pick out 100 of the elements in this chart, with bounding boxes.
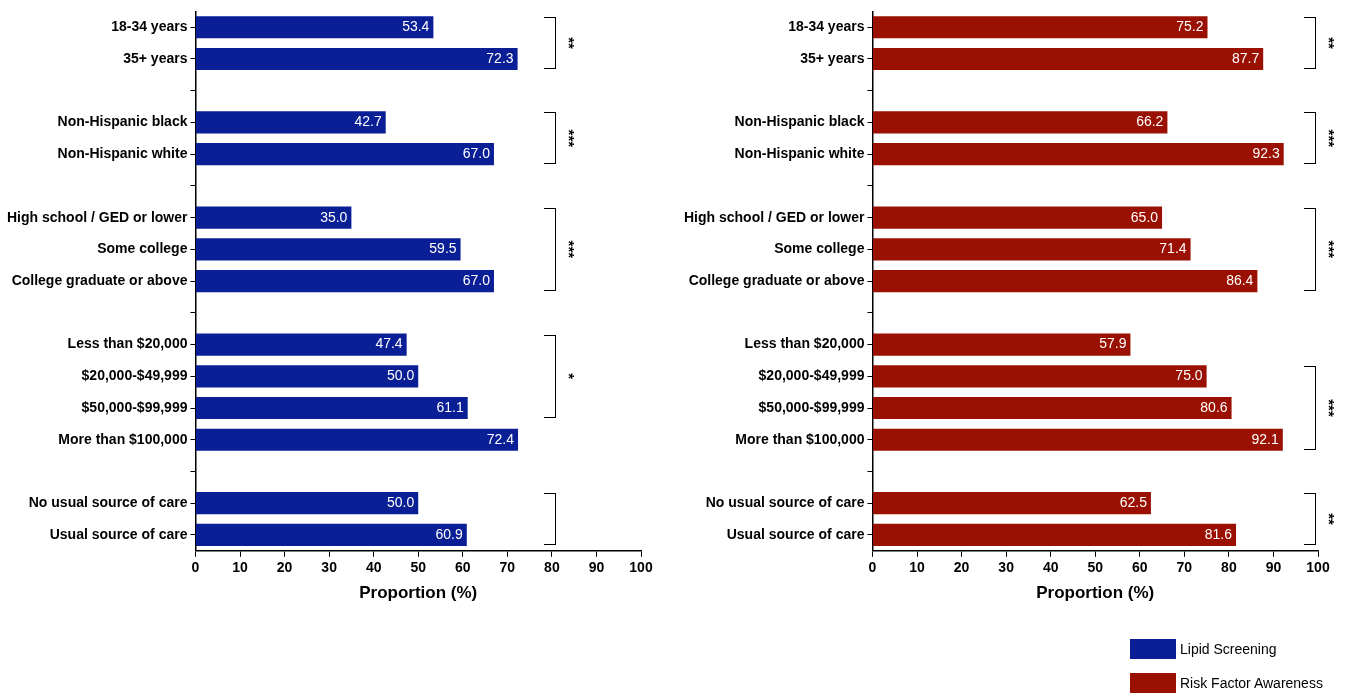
bar [872, 16, 1208, 39]
bar [195, 428, 519, 451]
bar [195, 111, 386, 134]
bar [195, 365, 419, 388]
x-tick-label: 30 [321, 559, 338, 576]
text: ** [1320, 513, 1338, 526]
x-tick-label: 70 [499, 559, 516, 576]
x-tick-label: 0 [191, 559, 200, 576]
data-label: 50.0 [386, 367, 415, 384]
text: *** [1320, 240, 1338, 259]
x-tick-label: 100 [1306, 559, 1330, 576]
y-tick-label: 18-34 years [111, 18, 188, 35]
y-tick-label: College graduate or above [11, 271, 188, 288]
bar [872, 333, 1131, 356]
y-tick-label: Less than $20,000 [67, 335, 188, 352]
data-label: 71.4 [1159, 240, 1187, 257]
x-tick-label: 40 [1042, 559, 1059, 576]
data-label: 67.0 [462, 145, 491, 162]
bar [872, 111, 1168, 134]
y-tick-label: No usual source of care [28, 494, 188, 511]
data-label: 92.1 [1251, 430, 1280, 447]
y-tick-label: High school / GED or lower [683, 208, 866, 225]
text: ** [1320, 37, 1338, 50]
x-tick-label: 20 [953, 559, 970, 576]
data-label: 72.4 [486, 430, 515, 447]
data-label: 53.4 [402, 18, 430, 35]
data-label: 60.9 [435, 525, 464, 542]
x-tick-label: 50 [1087, 559, 1104, 576]
data-label: 61.1 [436, 398, 464, 415]
data-label: 67.0 [462, 271, 491, 288]
legend-label: Lipid Screening [1180, 641, 1277, 657]
y-tick-label: 18-34 years [788, 18, 865, 35]
bar [872, 523, 1237, 547]
bar [195, 206, 352, 229]
bar [872, 238, 1191, 261]
data-label: 87.7 [1231, 49, 1260, 66]
data-label: 75.2 [1176, 18, 1204, 35]
text: *** [1320, 399, 1338, 417]
bar [195, 143, 494, 166]
bar [872, 47, 1264, 71]
legend-label: Risk Factor Awareness [1180, 675, 1323, 691]
data-label: 86.4 [1226, 271, 1254, 288]
data-label: 65.0 [1130, 208, 1159, 225]
data-label: 59.5 [429, 240, 457, 257]
bar [872, 206, 1163, 229]
data-label: 81.6 [1204, 525, 1233, 542]
x-tick-label: 10 [909, 559, 926, 576]
y-tick-label: College graduate or above [688, 271, 865, 288]
y-tick-label: Less than $20,000 [744, 335, 865, 352]
x-tick-label: 60 [455, 559, 471, 576]
y-tick-label: 35+ years [800, 49, 865, 66]
bar [872, 143, 1284, 166]
y-tick-label: Some college [97, 240, 188, 257]
data-label: 66.2 [1136, 113, 1164, 130]
x-tick-label: 30 [998, 559, 1015, 576]
y-tick-label: Non-Hispanic black [734, 113, 865, 130]
annotation: *** [561, 240, 579, 259]
bar [872, 492, 1151, 515]
y-tick-label: Usual source of care [49, 525, 188, 542]
bar [195, 270, 494, 293]
y-tick-label: More than $100,000 [735, 430, 865, 447]
x-axis-title: Proportion (%) [1036, 583, 1155, 603]
bar [195, 333, 407, 356]
bar [872, 428, 1283, 451]
y-tick-label: $20,000-$49,999 [81, 367, 188, 384]
y-tick-label: Usual source of care [726, 525, 865, 542]
bar [195, 396, 468, 420]
data-label: 80.6 [1200, 398, 1228, 415]
data-label: 62.5 [1119, 494, 1148, 511]
y-tick-label: Non-Hispanic black [57, 113, 188, 130]
annotation: *** [561, 129, 579, 148]
y-tick-label: $50,000-$99,999 [758, 398, 865, 415]
bar [195, 492, 419, 515]
y-tick-label: More than $100,000 [58, 430, 188, 447]
x-tick-label: 100 [629, 559, 653, 576]
bar [872, 270, 1258, 293]
x-tick-label: 80 [1221, 559, 1237, 576]
y-tick-label: $50,000-$99,999 [81, 398, 188, 415]
annotation: * [561, 373, 579, 380]
bar [872, 365, 1207, 388]
x-tick-label: 60 [1132, 559, 1148, 576]
data-label: 35.0 [320, 208, 348, 225]
x-tick-label: 90 [588, 559, 605, 576]
data-label: 75.0 [1175, 367, 1203, 384]
y-tick-label: 35+ years [123, 49, 188, 66]
x-tick-label: 10 [232, 559, 249, 576]
bar [195, 16, 434, 39]
bar [195, 523, 467, 547]
text: *** [1320, 129, 1338, 148]
bar [195, 47, 518, 71]
y-tick-label: No usual source of care [705, 494, 865, 511]
x-tick-label: 50 [410, 559, 427, 576]
bar [195, 238, 461, 261]
data-label: 92.3 [1252, 145, 1280, 162]
x-tick-label: 80 [544, 559, 560, 576]
data-label: 72.3 [486, 49, 514, 66]
data-label: 57.9 [1099, 335, 1127, 352]
y-tick-label: Some college [774, 240, 865, 257]
bar [872, 396, 1232, 420]
data-label: 42.7 [354, 113, 382, 130]
